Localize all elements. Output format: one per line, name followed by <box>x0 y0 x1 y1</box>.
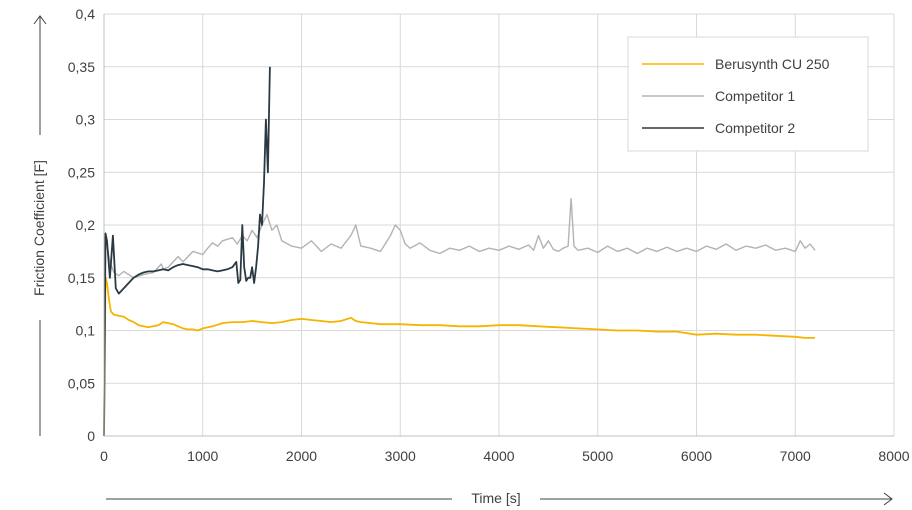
legend-label-3: Competitor 2 <box>715 120 795 136</box>
y-axis-title-group: Friction Coefficient [F] <box>31 15 47 436</box>
x-tick-label: 8000 <box>878 448 909 464</box>
y-tick-label: 0,05 <box>68 375 95 391</box>
y-axis-arrow-head <box>33 15 47 25</box>
x-tick-label: 2000 <box>286 448 317 464</box>
x-tick-label: 3000 <box>385 448 416 464</box>
x-tick-label: 5000 <box>582 448 613 464</box>
y-tick-label: 0,1 <box>76 323 96 339</box>
axes <box>103 14 894 437</box>
x-axis-title: Time [s] <box>471 490 520 506</box>
x-tick-label: 4000 <box>483 448 514 464</box>
x-axis-title-group: Time [s] <box>106 490 893 506</box>
x-axis-arrow-head <box>883 492 893 506</box>
y-tick-label: 0,3 <box>76 112 96 128</box>
series-line-1 <box>103 276 815 437</box>
legend: Berusynth CU 250 Competitor 1 Competitor 2 <box>627 36 869 152</box>
x-tick-label: 6000 <box>681 448 712 464</box>
legend-label-1: Berusynth CU 250 <box>715 56 830 72</box>
y-axis-title: Friction Coefficient [F] <box>31 160 47 296</box>
x-tick-label: 1000 <box>187 448 218 464</box>
y-tick-label: 0 <box>87 428 95 444</box>
series-lines <box>103 66 816 437</box>
y-tick-label: 0,4 <box>76 6 96 22</box>
x-tick-label: 7000 <box>780 448 811 464</box>
y-tick-label: 0,15 <box>68 270 95 286</box>
y-tick-label: 0,25 <box>68 164 95 180</box>
legend-label-2: Competitor 1 <box>715 88 795 104</box>
series-line-2 <box>103 197 816 279</box>
legend-box <box>627 36 869 152</box>
tick-labels: 0 1000 2000 3000 4000 5000 6000 7000 8000 0 0,05 0,… <box>68 6 910 464</box>
series-line-3 <box>103 66 271 437</box>
x-tick-label: 0 <box>100 448 108 464</box>
y-tick-label: 0,2 <box>76 217 96 233</box>
y-tick-label: 0,35 <box>68 59 95 75</box>
